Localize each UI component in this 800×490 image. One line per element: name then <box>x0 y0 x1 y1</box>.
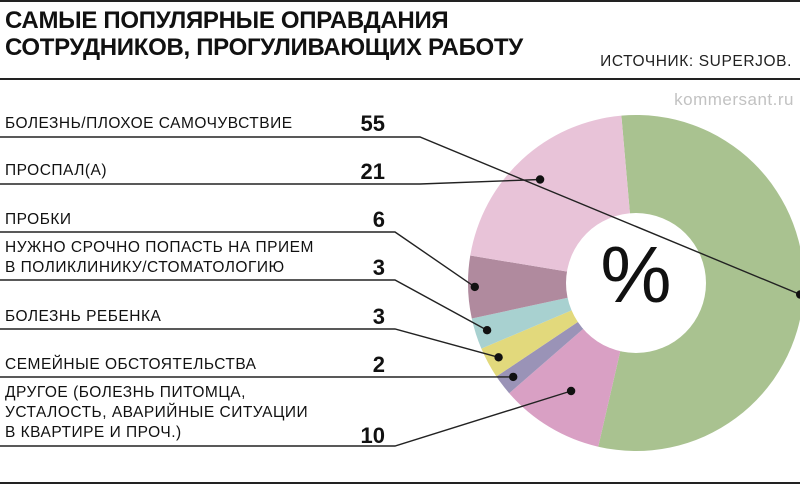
data-label: 2 <box>372 352 385 377</box>
category-label: СЕМЕЙНЫЕ ОБСТОЯТЕЛЬСТВА <box>5 355 257 375</box>
category-label-line: БОЛЕЗНЬ/ПЛОХОЕ САМОЧУВСТВИЕ <box>5 115 293 132</box>
data-label: 3 <box>372 304 385 329</box>
leader-line <box>0 231 476 288</box>
pie-slice-2 <box>468 255 636 319</box>
data-label: 3 <box>372 255 385 280</box>
data-label: 6 <box>372 207 385 232</box>
category-label-line: ПРОБКИ <box>5 211 72 228</box>
header-rule <box>0 78 800 80</box>
category-label: ПРОСПАЛ(А) <box>5 161 107 181</box>
leader-dot <box>796 290 800 299</box>
category-label: ПРОБКИ <box>5 210 72 230</box>
data-label: 10 <box>360 423 385 448</box>
leader-line <box>0 390 572 447</box>
category-label: ДРУГОЕ (БОЛЕЗНЬ ПИТОМЦА, УСТАЛОСТЬ, АВАРИ… <box>5 383 308 443</box>
leader-line <box>0 136 800 296</box>
source-note: ИСТОЧНИК: SUPERJOB. <box>600 53 792 70</box>
leader-dot <box>470 282 479 292</box>
data-label: 55 <box>360 111 385 136</box>
center-percent-label: % <box>600 230 672 319</box>
category-label: НУЖНО СРОЧНО ПОПАСТЬ НА ПРИЕМ В ПОЛИКЛИНИ… <box>5 238 314 278</box>
leader-dot <box>482 326 492 335</box>
category-label-line: СЕМЕЙНЫЕ ОБСТОЯТЕЛЬСТВА <box>5 356 257 373</box>
watermark: kommersant.ru <box>674 90 794 109</box>
leader-dot <box>535 175 545 184</box>
donut-hole <box>566 213 706 353</box>
category-label: БОЛЕЗНЬ/ПЛОХОЕ САМОЧУВСТВИЕ <box>5 114 293 134</box>
data-label: 21 <box>360 159 385 184</box>
leader-dot <box>566 386 576 396</box>
category-label: БОЛЕЗНЬ РЕБЕНКА <box>5 307 161 327</box>
bottom-rule <box>0 482 800 484</box>
top-rule <box>0 0 800 2</box>
category-label-line: ПРОСПАЛ(А) <box>5 162 108 179</box>
category-label-line: УСТАЛОСТЬ, АВАРИЙНЫЕ СИТУАЦИИ <box>5 404 309 421</box>
leader-dot <box>494 353 503 362</box>
category-label-line: БОЛЕЗНЬ РЕБЕНКА <box>5 308 162 325</box>
leader-line <box>0 328 499 358</box>
category-label-line: В КВАРТИРЕ И ПРОЧ.) <box>5 424 182 441</box>
leader-dot <box>509 372 518 382</box>
category-label-line: В ПОЛИКЛИНИКУ/СТОМАТОЛОГИЮ <box>5 259 285 276</box>
leader-line <box>0 279 488 331</box>
chart-title: САМЫЕ ПОПУЛЯРНЫЕ ОПРАВДАНИЯ СОТРУДНИКОВ,… <box>5 7 523 61</box>
category-label-line: ДРУГОЕ (БОЛЕЗНЬ ПИТОМЦА, <box>5 384 246 401</box>
leader-line <box>0 178 541 185</box>
category-label-line: НУЖНО СРОЧНО ПОПАСТЬ НА ПРИЕМ <box>5 239 314 256</box>
